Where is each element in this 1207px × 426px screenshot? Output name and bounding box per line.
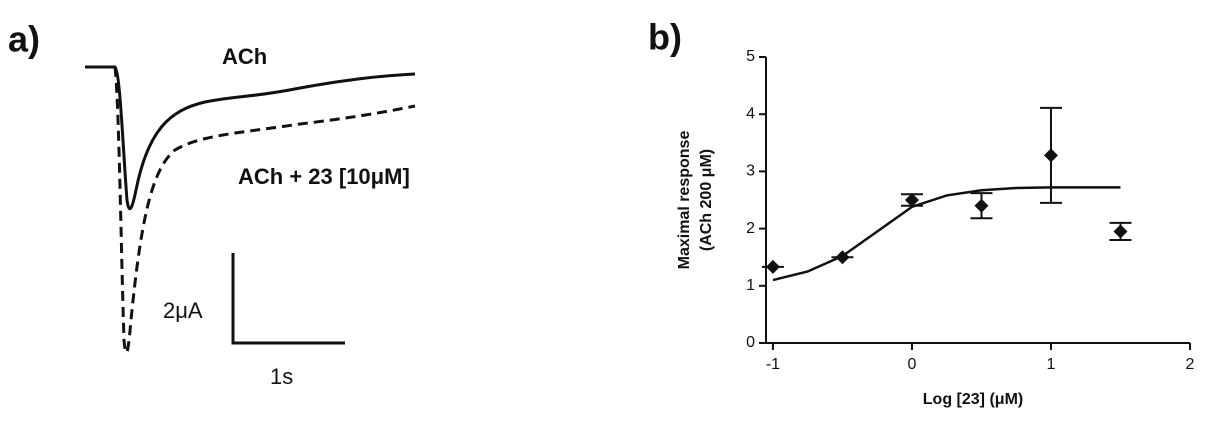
y-tick-label: 0 <box>746 334 755 351</box>
scale-bar <box>231 253 345 345</box>
trace-label: ACh + 23 [10μM] <box>238 164 410 189</box>
data-point <box>904 193 919 207</box>
panel-b: b) 0 1 2 3 4 5 -1 0 1 2 Log [23] (μM) Maximal respo… <box>648 17 1195 409</box>
x-tick-label: 2 <box>1186 356 1195 373</box>
x-axis-label: Log [23] (μM) <box>923 391 1023 408</box>
y-tick-label: 1 <box>746 277 755 294</box>
scale-label: 1s <box>270 364 293 389</box>
data-point <box>835 250 850 265</box>
trace-ach <box>85 65 416 211</box>
y-axis-label: Maximal response <box>676 131 693 270</box>
trace-ach-23 <box>113 66 416 354</box>
scale-label: 2μA <box>163 298 203 323</box>
data-point <box>765 259 780 274</box>
panel-label: b) <box>648 17 682 58</box>
y-tick-label: 3 <box>746 163 755 180</box>
data-point <box>1113 224 1128 239</box>
trace-label: ACh <box>222 44 267 69</box>
y-axis-label: (ACh 200 μM) <box>698 149 715 251</box>
y-tick-label: 5 <box>746 48 755 65</box>
x-tick-label: 1 <box>1047 356 1056 373</box>
panel-a: a) ACh ACh + 23 [10μM] 2μA 1s <box>8 19 416 389</box>
data-point <box>974 198 989 213</box>
panel-label: a) <box>8 19 40 60</box>
y-tick-label: 4 <box>746 105 755 122</box>
data-point <box>1043 148 1058 163</box>
x-tick-label: 0 <box>908 356 917 373</box>
fit-curve <box>772 186 1121 282</box>
y-tick-label: 2 <box>746 220 755 237</box>
x-tick-label: -1 <box>766 356 780 373</box>
